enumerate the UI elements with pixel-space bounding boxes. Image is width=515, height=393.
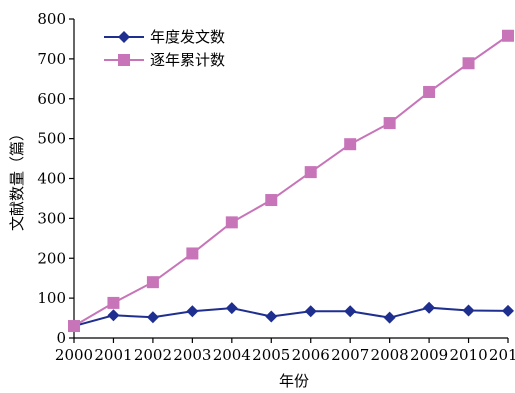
series-1 [68, 301, 514, 333]
data-point-square [462, 57, 475, 70]
data-point-diamond [107, 309, 120, 322]
data-point-diamond [462, 304, 475, 317]
data-point-diamond [383, 311, 396, 324]
series-2 [68, 29, 514, 333]
data-point-square [225, 216, 238, 229]
x-tick-label: 2001 [94, 346, 132, 364]
x-tick-label: 2004 [213, 346, 251, 364]
data-point-square [383, 117, 396, 130]
x-tick-label: 2011 [489, 346, 515, 364]
x-tick-label: 2008 [371, 346, 409, 364]
data-point-square [423, 85, 436, 98]
y-tick-label: 0 [56, 329, 66, 347]
x-axis-title: 年份 [279, 372, 309, 390]
data-point-square [146, 276, 159, 289]
data-point-diamond [186, 305, 199, 318]
data-point-diamond [423, 301, 436, 314]
data-point-square [304, 166, 317, 179]
legend-label: 逐年累计数 [150, 51, 225, 69]
series-line [73, 34, 509, 327]
legend-label: 年度发文数 [150, 28, 225, 46]
x-tick-label: 2007 [331, 346, 369, 364]
data-point-diamond [146, 311, 159, 324]
x-tick-label: 2010 [449, 346, 487, 364]
x-tick-label: 2006 [292, 346, 330, 364]
series-layer [68, 29, 514, 333]
data-point-square [68, 320, 80, 333]
data-point-diamond [344, 305, 357, 318]
legend-marker-diamond [118, 31, 130, 43]
data-point-square [186, 247, 199, 260]
series-line [73, 306, 509, 328]
y-tick-label: 100 [37, 289, 66, 307]
y-tick-label: 700 [37, 50, 66, 68]
x-tick-label: 2003 [173, 346, 211, 364]
legend-marker-square [118, 54, 130, 66]
data-point-square [107, 296, 120, 309]
data-point-square [502, 29, 514, 42]
y-tick-label: 300 [37, 209, 66, 227]
x-tick-label: 2005 [252, 346, 290, 364]
data-point-square [344, 138, 357, 151]
y-tick-label: 400 [37, 170, 66, 188]
x-tick-label: 2009 [410, 346, 448, 364]
data-point-diamond [502, 304, 514, 317]
y-axis-title: 文献数量（篇） [8, 126, 26, 231]
data-point-square [265, 194, 278, 207]
data-point-diamond [265, 310, 278, 323]
x-tick-label: 2000 [55, 346, 93, 364]
y-tick-label: 600 [37, 90, 66, 108]
y-tick-label: 500 [37, 130, 66, 148]
data-point-diamond [225, 302, 238, 315]
y-tick-label: 200 [37, 249, 66, 267]
x-tick-label: 2002 [134, 346, 172, 364]
data-point-diamond [304, 305, 317, 318]
y-tick-label: 800 [37, 10, 66, 28]
